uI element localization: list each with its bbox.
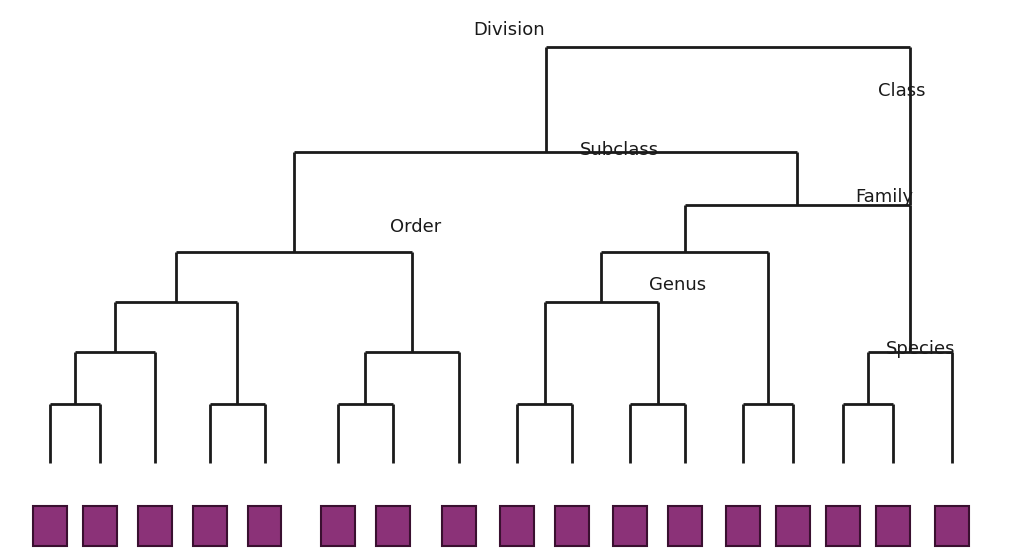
FancyBboxPatch shape — [936, 506, 969, 546]
Text: Class: Class — [878, 83, 925, 100]
FancyBboxPatch shape — [556, 506, 589, 546]
Text: Genus: Genus — [649, 276, 706, 294]
FancyBboxPatch shape — [192, 506, 226, 546]
FancyBboxPatch shape — [613, 506, 647, 546]
Text: Family: Family — [855, 188, 913, 206]
FancyBboxPatch shape — [776, 506, 810, 546]
FancyBboxPatch shape — [500, 506, 533, 546]
FancyBboxPatch shape — [875, 506, 910, 546]
Text: Order: Order — [390, 218, 441, 236]
FancyBboxPatch shape — [669, 506, 702, 546]
FancyBboxPatch shape — [826, 506, 859, 546]
FancyBboxPatch shape — [322, 506, 354, 546]
FancyBboxPatch shape — [247, 506, 281, 546]
Text: Division: Division — [473, 22, 545, 39]
FancyBboxPatch shape — [138, 506, 171, 546]
FancyBboxPatch shape — [34, 506, 67, 546]
Text: Subclass: Subclass — [580, 141, 660, 158]
FancyBboxPatch shape — [377, 506, 409, 546]
Text: Species: Species — [886, 340, 955, 358]
FancyBboxPatch shape — [727, 506, 759, 546]
FancyBboxPatch shape — [83, 506, 117, 546]
FancyBboxPatch shape — [442, 506, 475, 546]
